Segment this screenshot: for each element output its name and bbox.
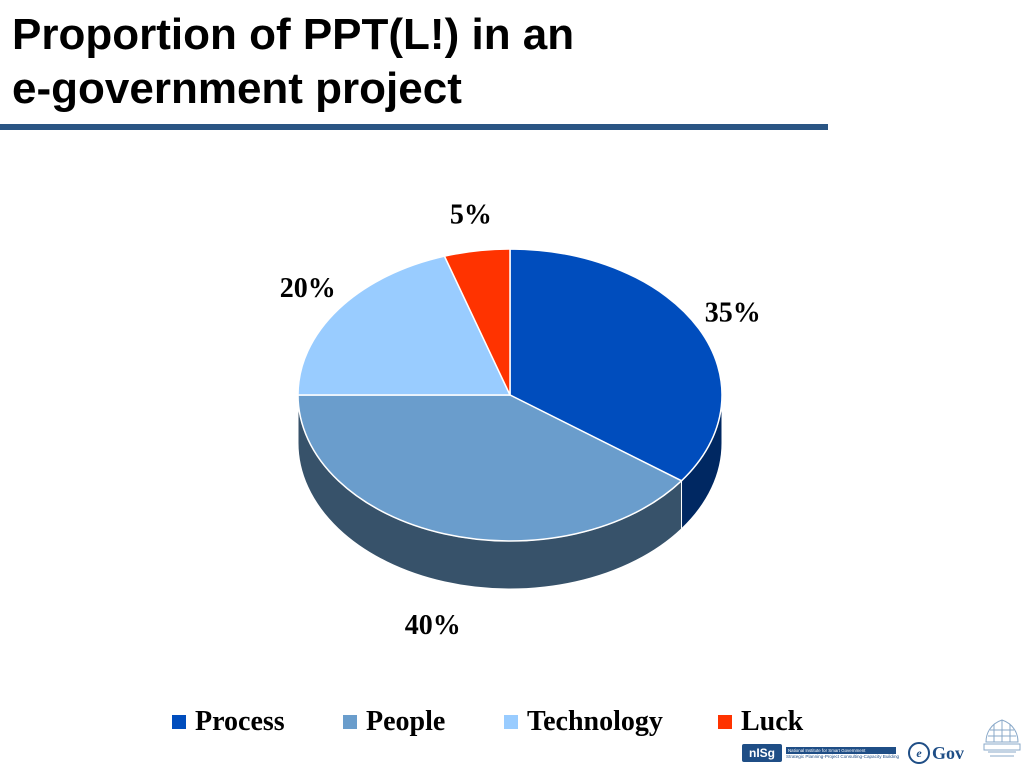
pie-slice-people — [297, 394, 683, 542]
pie-slice-process — [509, 248, 723, 482]
egov-logo: e Gov — [908, 740, 974, 766]
legend-label-luck: Luck — [741, 706, 804, 737]
legend-label-people: People — [366, 706, 446, 737]
chart-legend: Process People Technology Luck — [0, 704, 1024, 740]
data-label-technology: 20% — [280, 273, 336, 304]
data-label-process: 35% — [705, 298, 761, 329]
title-underline — [0, 124, 828, 130]
pie-labels: 35% 40% 20% 5% — [280, 199, 761, 641]
egov-mark: Gov — [932, 742, 965, 763]
slide-title-line-2: e-government project — [12, 64, 462, 113]
nisg-name: National Institute for Smart Government — [786, 746, 896, 754]
nisg-logo: nISg National Institute for Smart Govern… — [742, 742, 902, 764]
slide-title: Proportion of PPT(L!) in an e-government… — [12, 8, 574, 116]
legend-swatch-people — [343, 715, 357, 729]
slide-title-line-1: Proportion of PPT(L!) in an — [12, 10, 575, 59]
pie-slice-technology — [297, 255, 511, 396]
legend-item-technology: Technology — [504, 704, 663, 740]
legend-label-process: Process — [195, 706, 285, 737]
legend-item-people: People — [343, 704, 445, 740]
pie-slice-luck — [443, 248, 511, 396]
legend-item-process: Process — [172, 704, 285, 740]
legend-swatch-technology — [504, 715, 518, 729]
legend-item-luck: Luck — [718, 704, 803, 740]
legend-label-technology: Technology — [527, 706, 663, 737]
pie-top — [297, 248, 723, 542]
data-label-luck: 5% — [450, 199, 492, 230]
nisg-text: National Institute for Smart Government … — [786, 746, 900, 760]
nisg-mark: nISg — [742, 744, 782, 762]
legend-swatch-process — [172, 715, 186, 729]
legend-swatch-luck — [718, 715, 732, 729]
nisg-tagline: Strategic Planning-Project Consulting-Ca… — [786, 753, 900, 759]
egov-e-mark: e — [908, 742, 930, 764]
data-label-people: 40% — [405, 610, 461, 641]
footer-logos: nISg National Institute for Smart Govern… — [742, 719, 1024, 768]
pie-chart: 35% 40% 20% 5% — [280, 199, 761, 641]
emblem-icon — [983, 719, 1021, 757]
